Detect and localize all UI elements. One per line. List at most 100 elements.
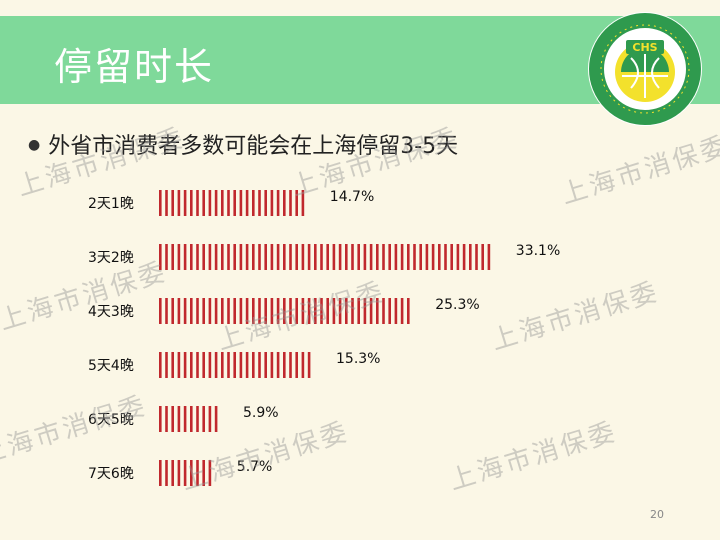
- bar-stripe: [196, 298, 199, 324]
- bar-stripe: [190, 352, 193, 378]
- bar-stripe: [208, 190, 212, 216]
- bar-stripe: [177, 406, 181, 432]
- bar-stripe: [394, 244, 398, 270]
- bar-stripe: [252, 352, 255, 378]
- bar-stripe: [183, 298, 187, 324]
- bullet-text: 外省市消费者多数可能会在上海停留3-5天: [48, 134, 459, 159]
- bar: [159, 298, 410, 324]
- bar-stripe: [388, 298, 391, 324]
- category-label: 2天1晚: [88, 196, 134, 212]
- bar-stripe: [196, 352, 199, 378]
- bar-stripe: [190, 190, 193, 216]
- bar-stripe: [177, 298, 181, 324]
- bar-stripe: [159, 460, 162, 486]
- bar-stripe: [276, 244, 280, 270]
- bar-stripe: [159, 352, 162, 378]
- bar-stripe: [376, 298, 379, 324]
- bar-stripe: [239, 190, 243, 216]
- bar-stripe: [289, 244, 292, 270]
- bar-stripe: [345, 244, 348, 270]
- bar-stripe: [314, 244, 317, 270]
- bar-stripe: [295, 352, 298, 378]
- watermark: 上海市消保委: [445, 416, 621, 497]
- bar-stripe: [159, 190, 162, 216]
- category-label: 3天2晚: [88, 250, 134, 266]
- bar-stripe: [258, 190, 261, 216]
- category-label: 5天4晚: [88, 358, 134, 374]
- bar-stripe: [481, 244, 484, 270]
- bar-stripe: [183, 406, 187, 432]
- bar-stripe: [165, 460, 168, 486]
- watermark: 上海市消保委: [557, 130, 720, 211]
- consumer-council-logo: CHS: [586, 10, 704, 128]
- bar-stripe: [245, 190, 249, 216]
- bar-stripe: [307, 244, 311, 270]
- bar-stripe: [400, 298, 404, 324]
- bar-stripe: [289, 352, 292, 378]
- bar-stripe: [190, 298, 193, 324]
- category-label: 7天6晚: [88, 466, 134, 482]
- bar-stripe: [456, 244, 460, 270]
- bar-stripe: [419, 244, 422, 270]
- bar-stripe: [252, 190, 255, 216]
- watermark: 上海市消保委: [487, 276, 663, 357]
- bar-stripe: [400, 244, 404, 270]
- page-number: 20: [650, 508, 664, 521]
- bar-stripe: [227, 352, 230, 378]
- watermark: 上海市消保委: [0, 256, 171, 337]
- bar: [159, 460, 212, 486]
- bar-stripe: [214, 298, 218, 324]
- bar-stripe: [301, 352, 305, 378]
- bar-stripe: [270, 352, 274, 378]
- bar-stripe: [227, 190, 230, 216]
- bar-stripe: [227, 244, 230, 270]
- bar-stripe: [301, 190, 305, 216]
- bar-stripe: [363, 298, 367, 324]
- bar-stripe: [351, 244, 354, 270]
- bar-stripe: [369, 298, 373, 324]
- bar-stripe: [196, 406, 199, 432]
- bar-stripe: [450, 244, 453, 270]
- bar-stripe: [171, 352, 174, 378]
- bar-stripe: [264, 190, 267, 216]
- bar-stripe: [214, 406, 218, 432]
- value-label: 14.7%: [330, 189, 374, 205]
- bar-stripe: [177, 244, 181, 270]
- bar-stripe: [171, 406, 174, 432]
- value-label: 33.1%: [516, 243, 560, 259]
- logo-emblem: CHS: [588, 12, 702, 126]
- watermark: 上海市消保委: [213, 276, 389, 357]
- bar-stripe: [289, 190, 292, 216]
- bar-stripe: [208, 244, 212, 270]
- bar-stripe: [177, 352, 181, 378]
- bar-stripe: [221, 298, 224, 324]
- bar-stripe: [487, 244, 491, 270]
- bar-stripe: [407, 244, 410, 270]
- bar-stripe: [171, 190, 174, 216]
- bar-stripe: [233, 352, 236, 378]
- bar: [159, 190, 305, 216]
- bar-stripe: [407, 298, 410, 324]
- bar-stripe: [283, 352, 286, 378]
- bar-stripe: [190, 460, 193, 486]
- bar-stripe: [196, 244, 199, 270]
- bar-stripe: [438, 244, 441, 270]
- bar-stripe: [159, 244, 162, 270]
- bar-stripe: [208, 298, 212, 324]
- category-label: 4天3晚: [88, 304, 134, 320]
- bar-stripe: [394, 298, 398, 324]
- bar-stripe: [413, 244, 416, 270]
- bar-stripe: [214, 352, 218, 378]
- bar-stripe: [202, 406, 205, 432]
- bar-stripe: [258, 244, 261, 270]
- bar: [159, 352, 311, 378]
- bar-stripe: [264, 298, 267, 324]
- bar-stripe: [345, 298, 348, 324]
- bar-stripe: [264, 352, 267, 378]
- bar-stripe: [183, 352, 187, 378]
- bar-stripe: [376, 244, 379, 270]
- bar-stripe: [165, 352, 168, 378]
- value-label: 15.3%: [336, 351, 380, 367]
- bar-stripe: [332, 244, 336, 270]
